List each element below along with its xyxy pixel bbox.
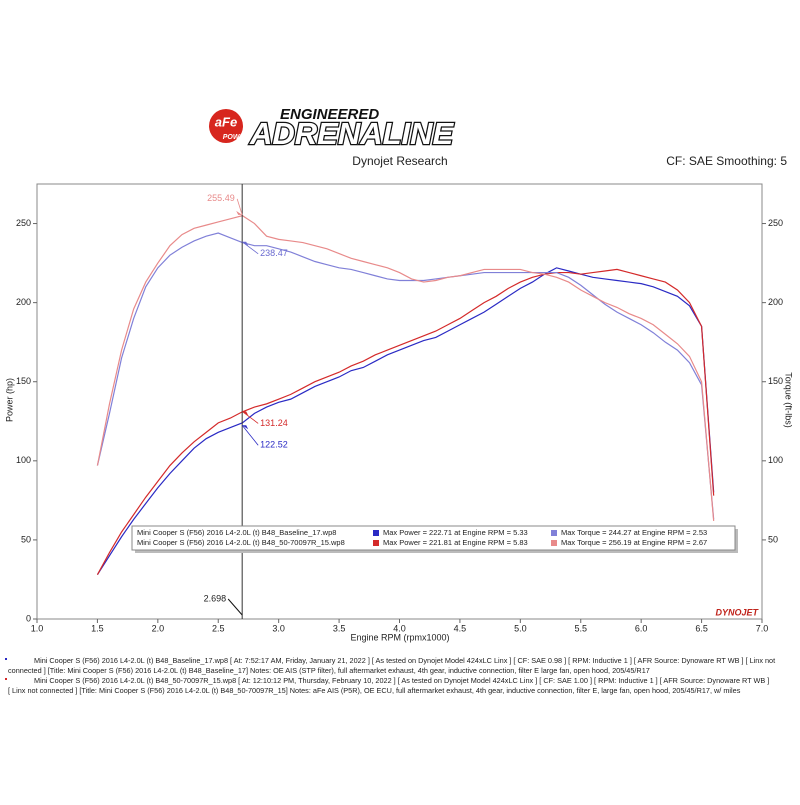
footer-note: connected ] [Title: Mini Cooper S (F56) … bbox=[8, 666, 650, 675]
run-marker bbox=[5, 658, 7, 660]
legend-swatch bbox=[373, 540, 379, 546]
annotation-label: 122.52 bbox=[260, 440, 288, 450]
legend-label: Max Torque = 244.27 at Engine RPM = 2.53 bbox=[561, 528, 707, 537]
logo-sub: POWER bbox=[223, 134, 249, 141]
logo: aFe POWER ENGINEERED ADRENALINE bbox=[209, 106, 456, 152]
x-tick-label: 5.5 bbox=[574, 623, 587, 633]
x-axis-title: Engine RPM (rpmx1000) bbox=[350, 632, 449, 642]
series-line bbox=[96, 214, 715, 521]
series-line bbox=[96, 232, 715, 520]
x-tick-label: 5.0 bbox=[514, 623, 527, 633]
annotation-arrow bbox=[242, 425, 249, 430]
series-line bbox=[96, 268, 715, 575]
y2-axis-title: Torque (ft-lbs) bbox=[784, 372, 794, 428]
annotation-arrow bbox=[236, 210, 243, 215]
legend: Mini Cooper S (F56) 2016 L4-2.0L (t) B48… bbox=[131, 525, 738, 553]
y-tick-label: 100 bbox=[16, 455, 31, 465]
y-tick-label: 250 bbox=[16, 218, 31, 228]
legend-swatch bbox=[551, 530, 557, 536]
y2-tick-label: 150 bbox=[768, 376, 783, 386]
footer-note: Mini Cooper S (F56) 2016 L4-2.0L (t) B48… bbox=[34, 676, 769, 685]
x-tick-label: 6.5 bbox=[695, 623, 708, 633]
y2-tick-label: 250 bbox=[768, 218, 783, 228]
legend-run: Mini Cooper S (F56) 2016 L4-2.0L (t) B48… bbox=[137, 538, 345, 547]
cursor-arrow bbox=[227, 598, 243, 616]
footer-note: [ Linx not connected ] [Title: Mini Coop… bbox=[8, 686, 741, 695]
legend-label: Max Power = 222.71 at Engine RPM = 5.33 bbox=[383, 528, 528, 537]
legend-label: Max Torque = 256.19 at Engine RPM = 2.67 bbox=[561, 538, 707, 547]
series-line bbox=[96, 267, 715, 576]
logo-brand: aFe bbox=[215, 114, 237, 129]
x-tick-label: 2.5 bbox=[212, 623, 225, 633]
x-tick-label: 3.0 bbox=[272, 623, 285, 633]
logo-badge bbox=[209, 109, 243, 143]
logo-line2: ADRENALINE bbox=[249, 116, 455, 151]
x-tick-label: 7.0 bbox=[756, 623, 769, 633]
x-tick-label: 1.5 bbox=[91, 623, 104, 633]
y-axis-title: Power (hp) bbox=[4, 378, 14, 422]
logo-line1: ENGINEERED bbox=[280, 106, 379, 123]
y-tick-label: 0 bbox=[26, 613, 31, 623]
x-tick-label: 4.0 bbox=[393, 623, 406, 633]
legend-label: Max Power = 221.81 at Engine RPM = 5.83 bbox=[383, 538, 528, 547]
y2-tick-label: 50 bbox=[768, 534, 778, 544]
legend-box bbox=[131, 525, 736, 551]
y-tick-label: 200 bbox=[16, 297, 31, 307]
x-tick-label: 3.5 bbox=[333, 623, 346, 633]
y2-tick-label: 100 bbox=[768, 455, 783, 465]
annotation-leader bbox=[241, 241, 259, 255]
y-tick-label: 150 bbox=[16, 376, 31, 386]
annotation-leader bbox=[241, 411, 259, 424]
cursor-label: 2.698 bbox=[204, 593, 227, 603]
x-tick-label: 2.0 bbox=[152, 623, 165, 633]
legend-swatch bbox=[551, 540, 557, 546]
annotation-label: 238.47 bbox=[260, 248, 288, 258]
x-tick-label: 6.0 bbox=[635, 623, 648, 633]
x-tick-label: 4.5 bbox=[454, 623, 467, 633]
run-marker bbox=[5, 678, 7, 680]
legend-run: Mini Cooper S (F56) 2016 L4-2.0L (t) B48… bbox=[137, 528, 336, 537]
annotation-leader bbox=[236, 198, 243, 215]
chart-title: Dynojet Research bbox=[352, 154, 447, 168]
chart-subtitle: CF: SAE Smoothing: 5 bbox=[666, 154, 787, 168]
footer-note: Mini Cooper S (F56) 2016 L4-2.0L (t) B48… bbox=[34, 656, 775, 665]
annotation-leader bbox=[241, 424, 259, 446]
y2-tick-label: 200 bbox=[768, 297, 783, 307]
x-tick-label: 1.0 bbox=[31, 623, 44, 633]
annotation-label: 255.49 bbox=[207, 193, 235, 203]
legend-swatch bbox=[373, 530, 379, 536]
annotation-label: 131.24 bbox=[260, 418, 288, 428]
plot-frame bbox=[36, 183, 763, 620]
dynojet-mark: DYNOJET bbox=[715, 607, 759, 617]
y-tick-label: 50 bbox=[21, 534, 31, 544]
